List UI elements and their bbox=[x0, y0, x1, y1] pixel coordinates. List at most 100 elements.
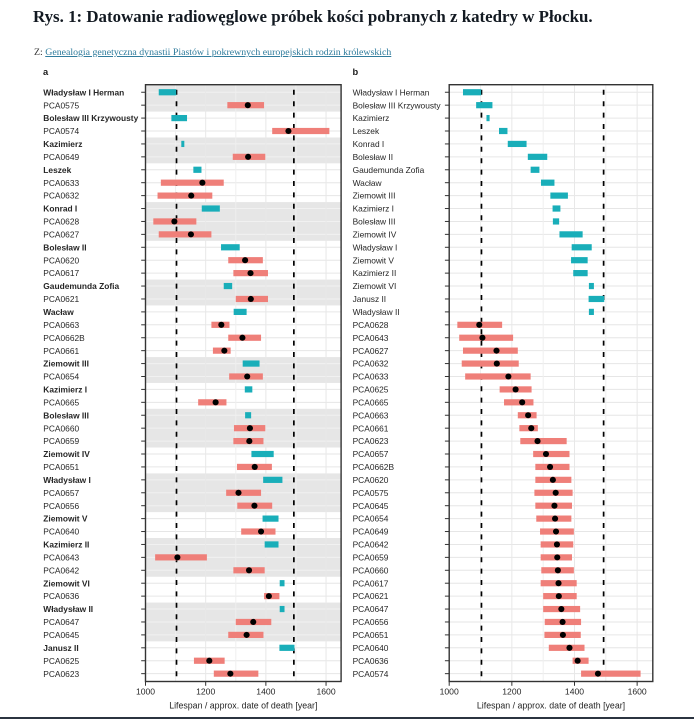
svg-text:PCA0625: PCA0625 bbox=[43, 656, 79, 666]
svg-text:Leszek: Leszek bbox=[43, 165, 71, 175]
svg-text:1000: 1000 bbox=[136, 687, 155, 697]
svg-text:b: b bbox=[353, 67, 359, 77]
svg-text:PCA0636: PCA0636 bbox=[43, 591, 79, 601]
svg-text:PCA0660: PCA0660 bbox=[43, 423, 79, 433]
svg-text:Ziemowit V: Ziemowit V bbox=[353, 255, 395, 265]
svg-text:Władysław I: Władysław I bbox=[353, 242, 398, 252]
svg-text:PCA0657: PCA0657 bbox=[43, 488, 79, 498]
svg-text:PCA0575: PCA0575 bbox=[43, 100, 79, 110]
svg-text:1000: 1000 bbox=[440, 687, 459, 697]
svg-text:Gaudemunda Zofia: Gaudemunda Zofia bbox=[43, 281, 119, 291]
svg-text:PCA0661: PCA0661 bbox=[353, 423, 389, 433]
svg-text:Ziemowit VI: Ziemowit VI bbox=[353, 281, 397, 291]
svg-text:1200: 1200 bbox=[502, 687, 521, 697]
svg-text:PCA0659: PCA0659 bbox=[43, 436, 79, 446]
svg-text:Bolesław II: Bolesław II bbox=[353, 152, 394, 162]
svg-text:PCA0574: PCA0574 bbox=[353, 669, 389, 679]
svg-text:PCA0574: PCA0574 bbox=[43, 126, 79, 136]
svg-text:Bolesław III Krzywousty: Bolesław III Krzywousty bbox=[43, 113, 138, 123]
svg-text:PCA0662B: PCA0662B bbox=[43, 333, 85, 343]
svg-text:PCA0620: PCA0620 bbox=[353, 475, 389, 485]
svg-text:Kazimierz I: Kazimierz I bbox=[43, 385, 87, 395]
svg-text:PCA0633: PCA0633 bbox=[43, 178, 79, 188]
svg-text:PCA0654: PCA0654 bbox=[353, 514, 389, 524]
svg-text:PCA0645: PCA0645 bbox=[43, 630, 79, 640]
svg-text:PCA0663: PCA0663 bbox=[353, 410, 389, 420]
svg-text:Władysław I: Władysław I bbox=[43, 475, 90, 485]
svg-text:PCA0628: PCA0628 bbox=[43, 217, 79, 227]
svg-text:PCA0645: PCA0645 bbox=[353, 501, 389, 511]
svg-text:PCA0628: PCA0628 bbox=[353, 320, 389, 330]
svg-text:PCA0623: PCA0623 bbox=[43, 669, 79, 679]
svg-text:Z: Genealogia genetyczna dynas: Z: Genealogia genetyczna dynastii Piastó… bbox=[34, 47, 391, 58]
svg-text:Kazimierz II: Kazimierz II bbox=[353, 268, 397, 278]
svg-text:Konrad I: Konrad I bbox=[353, 139, 385, 149]
svg-text:PCA0647: PCA0647 bbox=[353, 604, 389, 614]
svg-text:Wacław: Wacław bbox=[43, 307, 74, 317]
svg-text:Kazimierz I: Kazimierz I bbox=[353, 204, 394, 214]
svg-text:Bolesław II: Bolesław II bbox=[43, 242, 86, 252]
svg-text:Ziemowit IV: Ziemowit IV bbox=[43, 449, 90, 459]
svg-text:PCA0621: PCA0621 bbox=[43, 294, 79, 304]
svg-text:PCA0633: PCA0633 bbox=[353, 372, 389, 382]
svg-text:Bolesław III: Bolesław III bbox=[353, 217, 396, 227]
svg-text:Ziemowit III: Ziemowit III bbox=[353, 191, 396, 201]
svg-text:PCA0625: PCA0625 bbox=[353, 385, 389, 395]
svg-text:PCA0617: PCA0617 bbox=[43, 268, 79, 278]
svg-text:Bolesław III: Bolesław III bbox=[43, 410, 89, 420]
svg-text:1200: 1200 bbox=[196, 687, 215, 697]
svg-text:PCA0665: PCA0665 bbox=[43, 397, 79, 407]
svg-text:PCA0656: PCA0656 bbox=[353, 617, 389, 627]
svg-text:Janusz II: Janusz II bbox=[43, 643, 78, 653]
svg-text:1400: 1400 bbox=[256, 687, 275, 697]
svg-text:PCA0627: PCA0627 bbox=[43, 229, 79, 239]
svg-text:Leszek: Leszek bbox=[353, 126, 380, 136]
svg-text:PCA0657: PCA0657 bbox=[353, 449, 389, 459]
svg-text:PCA0651: PCA0651 bbox=[353, 630, 389, 640]
svg-text:PCA0654: PCA0654 bbox=[43, 372, 79, 382]
svg-text:Kazimierz II: Kazimierz II bbox=[43, 540, 89, 550]
svg-text:Ziemowit IV: Ziemowit IV bbox=[353, 229, 397, 239]
svg-text:PCA0661: PCA0661 bbox=[43, 346, 79, 356]
svg-text:Lifespan / approx. date of dea: Lifespan / approx. date of death [year] bbox=[169, 701, 317, 711]
svg-text:PCA0659: PCA0659 bbox=[353, 552, 389, 562]
svg-text:Lifespan / approx. date of dea: Lifespan / approx. date of death [year] bbox=[477, 701, 625, 711]
svg-text:Konrad I: Konrad I bbox=[43, 204, 77, 214]
svg-text:PCA0632: PCA0632 bbox=[43, 191, 79, 201]
svg-text:PCA0621: PCA0621 bbox=[353, 591, 389, 601]
svg-text:PCA0575: PCA0575 bbox=[353, 488, 389, 498]
svg-text:PCA0640: PCA0640 bbox=[43, 527, 79, 537]
svg-text:1400: 1400 bbox=[565, 687, 584, 697]
svg-text:a: a bbox=[43, 67, 49, 77]
svg-text:Kazimierz: Kazimierz bbox=[353, 113, 390, 123]
svg-text:PCA0632: PCA0632 bbox=[353, 359, 389, 369]
svg-text:PCA0640: PCA0640 bbox=[353, 643, 389, 653]
svg-text:PCA0620: PCA0620 bbox=[43, 255, 79, 265]
svg-text:Ziemowit VI: Ziemowit VI bbox=[43, 578, 90, 588]
svg-text:Kazimierz: Kazimierz bbox=[43, 139, 82, 149]
svg-text:PCA0617: PCA0617 bbox=[353, 578, 389, 588]
svg-text:Wacław: Wacław bbox=[353, 178, 383, 188]
svg-text:Władysław I Herman: Władysław I Herman bbox=[43, 87, 124, 97]
svg-text:PCA0665: PCA0665 bbox=[353, 397, 389, 407]
svg-text:1600: 1600 bbox=[628, 687, 647, 697]
svg-text:Bolesław III Krzywousty: Bolesław III Krzywousty bbox=[353, 100, 442, 110]
svg-text:Władysław II: Władysław II bbox=[353, 307, 400, 317]
svg-text:PCA0642: PCA0642 bbox=[43, 565, 79, 575]
svg-text:Władysław II: Władysław II bbox=[43, 604, 93, 614]
svg-text:Ziemowit III: Ziemowit III bbox=[43, 359, 89, 369]
svg-text:PCA0627: PCA0627 bbox=[353, 346, 389, 356]
svg-text:PCA0649: PCA0649 bbox=[353, 527, 389, 537]
svg-text:PCA0636: PCA0636 bbox=[353, 656, 389, 666]
svg-text:Gaudemunda Zofia: Gaudemunda Zofia bbox=[353, 165, 425, 175]
svg-text:1600: 1600 bbox=[316, 687, 335, 697]
svg-text:PCA0642: PCA0642 bbox=[353, 540, 389, 550]
svg-text:PCA0656: PCA0656 bbox=[43, 501, 79, 511]
svg-text:Władysław I Herman: Władysław I Herman bbox=[353, 87, 430, 97]
svg-text:Rys. 1: Datowanie radiowęglowe: Rys. 1: Datowanie radiowęglowe próbek ko… bbox=[33, 7, 593, 26]
svg-text:PCA0643: PCA0643 bbox=[43, 552, 79, 562]
svg-text:PCA0663: PCA0663 bbox=[43, 320, 79, 330]
svg-text:Ziemowit V: Ziemowit V bbox=[43, 514, 88, 524]
svg-text:PCA0649: PCA0649 bbox=[43, 152, 79, 162]
svg-text:PCA0623: PCA0623 bbox=[353, 436, 389, 446]
